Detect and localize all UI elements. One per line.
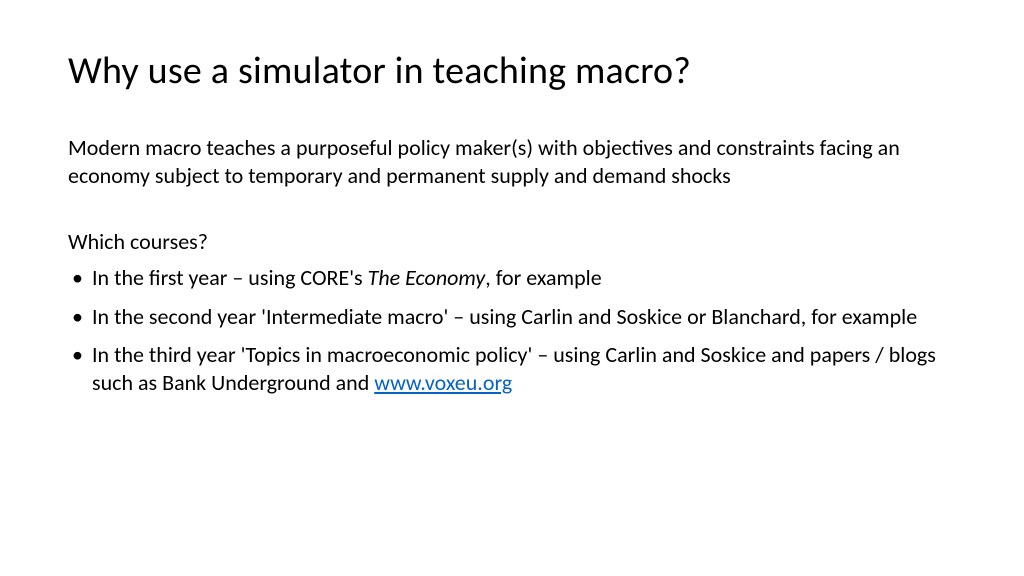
subheading: Which courses?	[68, 228, 956, 256]
bullet-text-a: In the third year 'Topics in macroeconom…	[92, 341, 936, 396]
voxeu-link[interactable]: www.voxeu.org	[374, 369, 512, 396]
bullet-text-italic: The Economy	[368, 264, 486, 291]
intro-highlight-3: constraints	[716, 134, 814, 161]
bullet-text-a: In the second year 'Intermediate macro' …	[92, 303, 917, 330]
list-item: In the second year 'Intermediate macro' …	[68, 303, 956, 331]
bullet-list: In the first year – using CORE's The Eco…	[68, 264, 956, 397]
list-item: In the first year – using CORE's The Eco…	[68, 264, 956, 292]
bullet-text-a: In the first year – using CORE's	[92, 264, 368, 291]
intro-highlight-1: purposeful policy maker(s)	[296, 134, 533, 161]
list-item: In the third year 'Topics in macroeconom…	[68, 341, 956, 397]
slide: Why use a simulator in teaching macro? M…	[0, 0, 1024, 576]
intro-text-1: Modern macro teaches a	[68, 134, 296, 161]
intro-paragraph: Modern macro teaches a purposeful policy…	[68, 134, 956, 190]
slide-title: Why use a simulator in teaching macro?	[68, 48, 956, 94]
intro-text-2: with	[533, 134, 583, 161]
intro-text-3: and	[673, 134, 717, 161]
intro-highlight-2: objectives	[583, 134, 673, 161]
bullet-text-c: , for example	[485, 264, 601, 291]
